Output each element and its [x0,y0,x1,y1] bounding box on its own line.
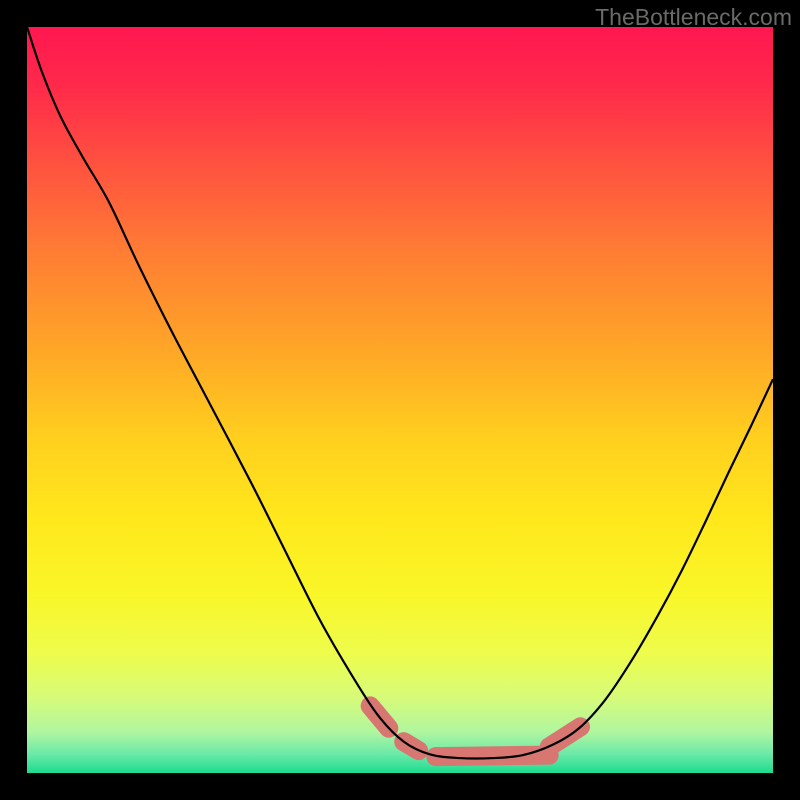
chart-frame: TheBottleneck.com [0,0,800,800]
highlight-segment [436,755,549,756]
watermark-text: TheBottleneck.com [595,4,792,31]
bottleneck-curve-chart [0,0,800,800]
gradient-background [27,27,773,773]
